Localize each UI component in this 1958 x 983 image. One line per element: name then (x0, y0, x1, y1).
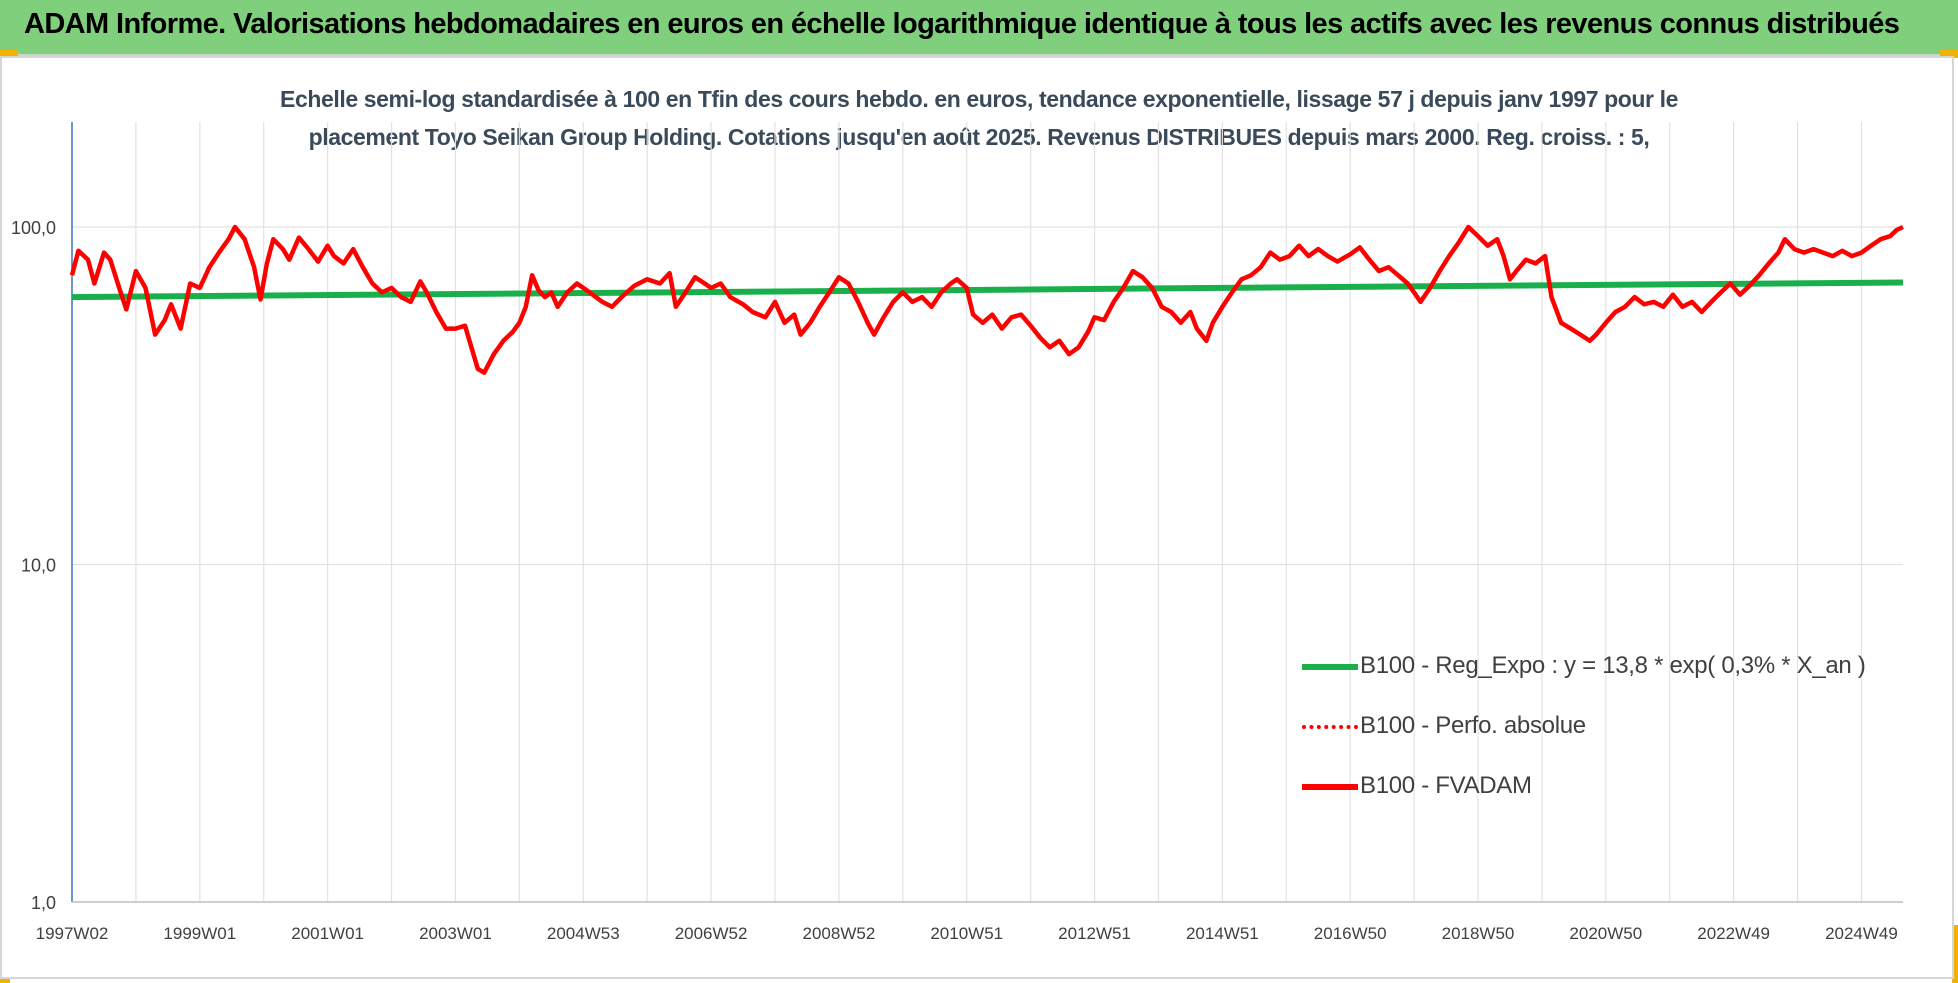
corner-marker-top-left (0, 50, 18, 58)
chart-title-line-1: Echelle semi-log standardisée à 100 en T… (280, 86, 1678, 112)
corner-marker-bottom-left (0, 977, 10, 983)
legend-label-perfo-absolue: B100 - Perfo. absolue (1360, 712, 1586, 739)
x-tick-label: 2012W51 (1058, 924, 1131, 943)
chart-title-line-2: placement Toyo Seikan Group Holding. Cot… (308, 124, 1650, 150)
series-line-fvadam (69, 224, 1904, 375)
x-tick-label: 2006W52 (675, 924, 748, 943)
legend-swatch-fvadam (1302, 784, 1358, 790)
report-title: ADAM Informe. Valorisations hebdomadaire… (24, 8, 1900, 40)
corner-marker-top-right (1940, 50, 1958, 58)
legend-label-regression: B100 - Reg_Expo : y = 13,8 * exp( 0,3% *… (1360, 652, 1866, 679)
x-tick-label: 2008W52 (803, 924, 876, 943)
x-tick-label: 2014W51 (1186, 924, 1259, 943)
legend-swatch-perfo-absolue (1302, 725, 1358, 729)
x-tick-label: 1999W01 (163, 924, 236, 943)
x-tick-label: 2003W01 (419, 924, 492, 943)
x-tick-label: 2004W53 (547, 924, 620, 943)
x-tick-label: 2022W49 (1697, 924, 1770, 943)
legend-label-fvadam: B100 - FVADAM (1360, 772, 1532, 799)
x-tick-label: 2010W51 (930, 924, 1003, 943)
x-tick-label: 2024W49 (1825, 924, 1898, 943)
report-banner: ADAM Informe. Valorisations hebdomadaire… (0, 0, 1958, 56)
y-tick-label: 10,0 (21, 556, 56, 576)
y-tick-label: 1,0 (31, 893, 56, 913)
y-tick-label: 100,0 (11, 218, 56, 238)
legend-swatch-regression (1302, 664, 1358, 670)
x-tick-label: 2001W01 (291, 924, 364, 943)
x-tick-label: 1997W02 (36, 924, 109, 943)
series-line-regression (71, 279, 1904, 301)
corner-marker-bottom-right (1952, 925, 1958, 983)
chart-frame (0, 56, 1954, 979)
x-tick-label: 2020W50 (1569, 924, 1642, 943)
x-tick-label: 2016W50 (1314, 924, 1387, 943)
x-tick-label: 2018W50 (1442, 924, 1515, 943)
